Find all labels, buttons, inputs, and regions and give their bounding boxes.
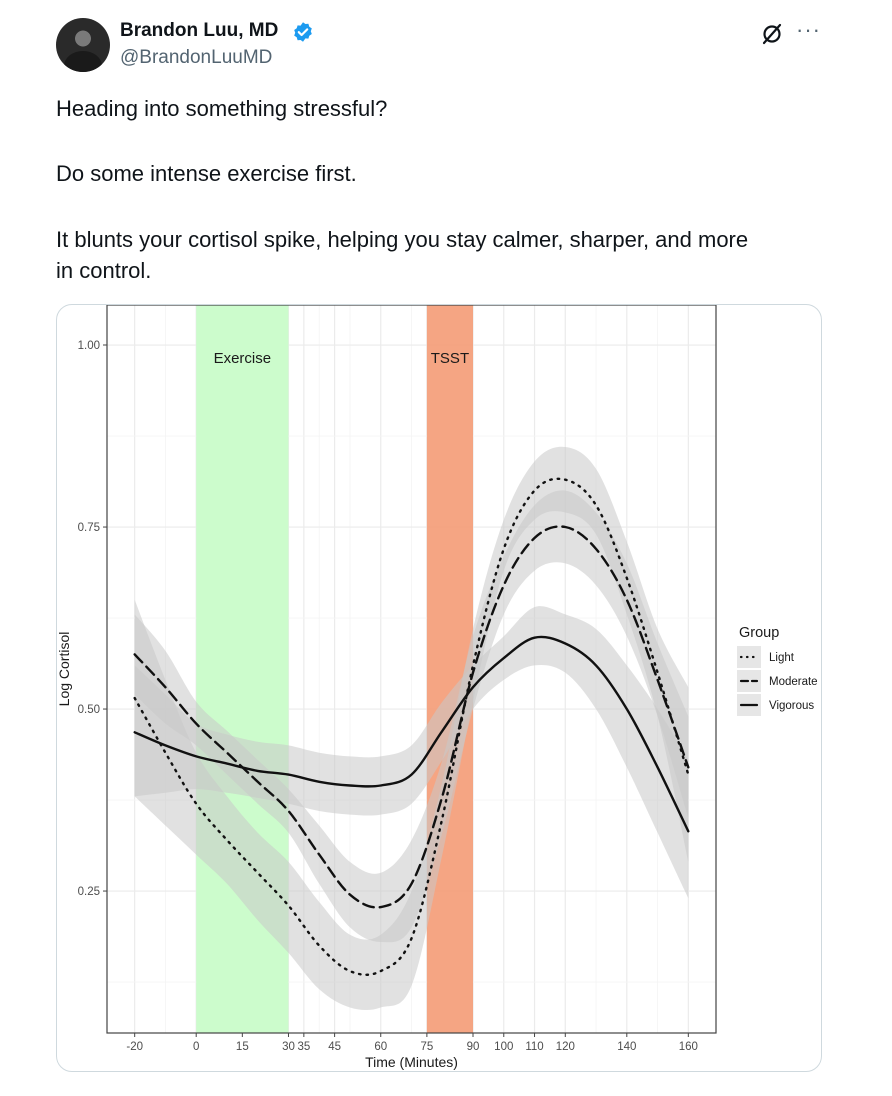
axes: -20 0 15 30 35 45 60 75 90 100 110 120 140 160 0.25 0.5… [57, 340, 698, 1070]
x-tick-label: 110 [525, 1041, 543, 1053]
x-tick-label: 120 [556, 1041, 575, 1053]
x-axis-label: Time (Minutes) [365, 1054, 458, 1070]
tweet-text-line: in control. [56, 258, 152, 283]
legend-title: Group [739, 625, 779, 641]
confidence-ribbons [134, 446, 689, 1011]
x-tick-label: 35 [297, 1041, 310, 1053]
x-tick-label: 60 [374, 1041, 387, 1053]
ribbon-light [134, 446, 689, 1011]
series-line-vigorous [133, 635, 690, 833]
tweet-text-line: It blunts your cortisol spike, helping y… [56, 227, 749, 252]
x-tick-label: 100 [494, 1041, 513, 1053]
x-tick-label: 30 [282, 1041, 295, 1053]
legend-key-background [737, 646, 761, 668]
y-axis-label: Log Cortisol [57, 632, 72, 707]
plot-frame [106, 305, 717, 1034]
legend-label-vigorous: Vigorous [769, 700, 814, 712]
author-avatar[interactable] [56, 18, 110, 72]
y-tick-label: 1.00 [78, 340, 100, 352]
verified-badge-icon [294, 22, 312, 42]
x-tick-label: 15 [236, 1041, 249, 1053]
x-tick-label: 0 [193, 1041, 199, 1053]
x-tick-label: 45 [328, 1041, 341, 1053]
x-tick-label: 90 [467, 1041, 480, 1053]
tweet-text-line: Heading into something stressful? [56, 96, 388, 121]
ribbon-moderate [134, 490, 689, 943]
y-tick-label: 0.25 [78, 886, 100, 898]
author-handle[interactable]: @BrandonLuuMD [120, 47, 273, 68]
legend-label-moderate: Moderate [769, 676, 818, 688]
ribbon-vigorous [134, 606, 689, 899]
author-name[interactable]: Brandon Luu, MD [120, 20, 279, 41]
more-icon[interactable]: ··· [796, 17, 821, 42]
series-line-light [133, 477, 690, 976]
tweet-text-line: Do some intense exercise first. [56, 161, 357, 186]
y-tick-label: 0.50 [78, 704, 100, 716]
media-card[interactable]: Exercise TSST -20 0 15 30 35 45 60 75 90 100 110 120… [56, 304, 822, 1072]
x-tick-label: 75 [420, 1041, 433, 1053]
x-tick-label: 160 [679, 1041, 698, 1053]
legend-label-light: Light [769, 652, 795, 664]
y-tick-label: 0.75 [78, 522, 100, 534]
region-label-tsst: TSST [431, 350, 469, 367]
x-tick-label: 140 [617, 1041, 636, 1053]
region-label-exercise: Exercise [214, 350, 272, 367]
x-tick-label: -20 [126, 1041, 143, 1053]
series-lines [133, 477, 690, 976]
plot-border [106, 305, 717, 1034]
grok-icon[interactable] [760, 22, 784, 46]
series-line-moderate [133, 525, 690, 909]
chart-legend: Group Light Moderate Vigorous [737, 625, 818, 716]
cortisol-chart: Exercise TSST -20 0 15 30 35 45 60 75 90 100 110 120… [57, 305, 818, 1070]
